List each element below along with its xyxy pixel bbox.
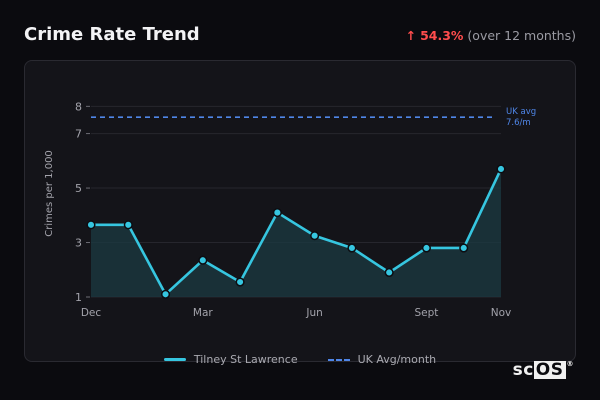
change-period: (over 12 months): [467, 28, 576, 43]
up-arrow-icon: ↑: [405, 28, 417, 43]
y-tick-label-1: 1: [75, 291, 82, 304]
x-tick-label-mar: Mar: [193, 307, 213, 319]
brand-logo: sc OS ®: [513, 360, 574, 380]
series-area: [91, 168, 501, 297]
uk-avg-label: UK avg: [506, 107, 536, 117]
series-line: [91, 168, 503, 296]
data-point-jun: [310, 231, 320, 241]
legend-avg-label: UK Avg/month: [357, 353, 437, 366]
series-swatch: [163, 358, 186, 361]
data-point-jul: [347, 243, 357, 253]
data-point-aug: [384, 267, 394, 278]
logo-prefix: sc: [512, 360, 534, 380]
x-tick-label-nov: Nov: [491, 307, 512, 319]
data-point-sept: [421, 243, 432, 253]
change-percent: 54.3%: [420, 28, 464, 43]
y-tick-label-8: 8: [75, 100, 82, 113]
avg-swatch: [327, 358, 350, 361]
y-tick-label-7: 7: [75, 128, 82, 141]
chart-legend: Tilney St Lawrence UK Avg/month: [0, 353, 600, 366]
x-tick-label-sept: Sept: [414, 307, 438, 319]
data-point-mar: [198, 255, 208, 265]
logo-registered-mark: ®: [566, 360, 574, 368]
data-point-nov: [496, 164, 506, 174]
data-point-oct: [459, 243, 469, 253]
y-axis-label: Crimes per 1,000: [44, 150, 55, 237]
data-point-apr: [235, 277, 245, 287]
legend-series-label: Tilney St Lawrence: [193, 353, 298, 366]
data-point-may: [272, 208, 282, 218]
legend-item-avg[interactable]: UK Avg/month: [327, 353, 437, 366]
data-point-jan: [123, 220, 133, 230]
data-point-feb: [160, 289, 171, 299]
chart-title: Crime Rate Trend: [24, 24, 200, 45]
y-tick-label-5: 5: [75, 182, 82, 195]
logo-box: OS: [533, 360, 566, 380]
x-tick-label-jun: Jun: [305, 307, 322, 319]
change-indicator: ↑ 54.3% (over 12 months): [406, 28, 576, 43]
legend-item-series[interactable]: Tilney St Lawrence: [163, 353, 298, 366]
x-tick-label-dec: Dec: [81, 307, 102, 319]
y-tick-label-3: 3: [75, 237, 82, 250]
data-point-dec: [86, 220, 96, 230]
uk-avg-value-label: 7.6/m: [506, 118, 531, 128]
